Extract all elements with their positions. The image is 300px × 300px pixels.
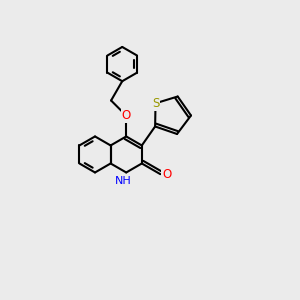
Text: S: S [152, 97, 159, 110]
Text: NH: NH [115, 176, 132, 186]
Text: O: O [122, 109, 131, 122]
Text: O: O [162, 168, 172, 181]
